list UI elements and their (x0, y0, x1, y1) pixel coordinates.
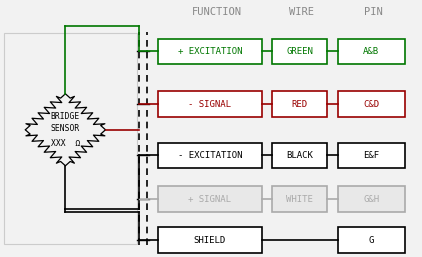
FancyBboxPatch shape (338, 186, 405, 212)
Text: C&D: C&D (363, 99, 379, 109)
Text: G: G (369, 236, 374, 245)
FancyBboxPatch shape (272, 143, 327, 168)
Text: + SIGNAL: + SIGNAL (189, 195, 231, 204)
FancyBboxPatch shape (158, 91, 262, 117)
Text: E&F: E&F (363, 151, 379, 160)
FancyBboxPatch shape (272, 39, 327, 64)
Text: WHITE: WHITE (286, 195, 313, 204)
Text: G&H: G&H (363, 195, 379, 204)
Text: WIRE: WIRE (289, 7, 314, 16)
FancyBboxPatch shape (338, 39, 405, 64)
Text: PIN: PIN (364, 7, 383, 16)
FancyBboxPatch shape (272, 186, 327, 212)
Text: GREEN: GREEN (286, 47, 313, 56)
Text: - SIGNAL: - SIGNAL (189, 99, 231, 109)
FancyBboxPatch shape (4, 33, 137, 244)
FancyBboxPatch shape (338, 227, 405, 253)
FancyBboxPatch shape (272, 91, 327, 117)
Text: FUNCTION: FUNCTION (192, 7, 242, 16)
Text: SHIELD: SHIELD (194, 236, 226, 245)
Text: + EXCITATION: + EXCITATION (178, 47, 242, 56)
FancyBboxPatch shape (158, 39, 262, 64)
FancyBboxPatch shape (158, 143, 262, 168)
Text: BLACK: BLACK (286, 151, 313, 160)
Text: BRIDGE: BRIDGE (51, 112, 80, 122)
FancyBboxPatch shape (338, 91, 405, 117)
Text: XXX  Ω: XXX Ω (51, 139, 80, 149)
Text: A&B: A&B (363, 47, 379, 56)
Text: SENSOR: SENSOR (51, 124, 80, 133)
FancyBboxPatch shape (158, 186, 262, 212)
Text: RED: RED (292, 99, 308, 109)
FancyBboxPatch shape (338, 143, 405, 168)
Text: - EXCITATION: - EXCITATION (178, 151, 242, 160)
FancyBboxPatch shape (158, 227, 262, 253)
